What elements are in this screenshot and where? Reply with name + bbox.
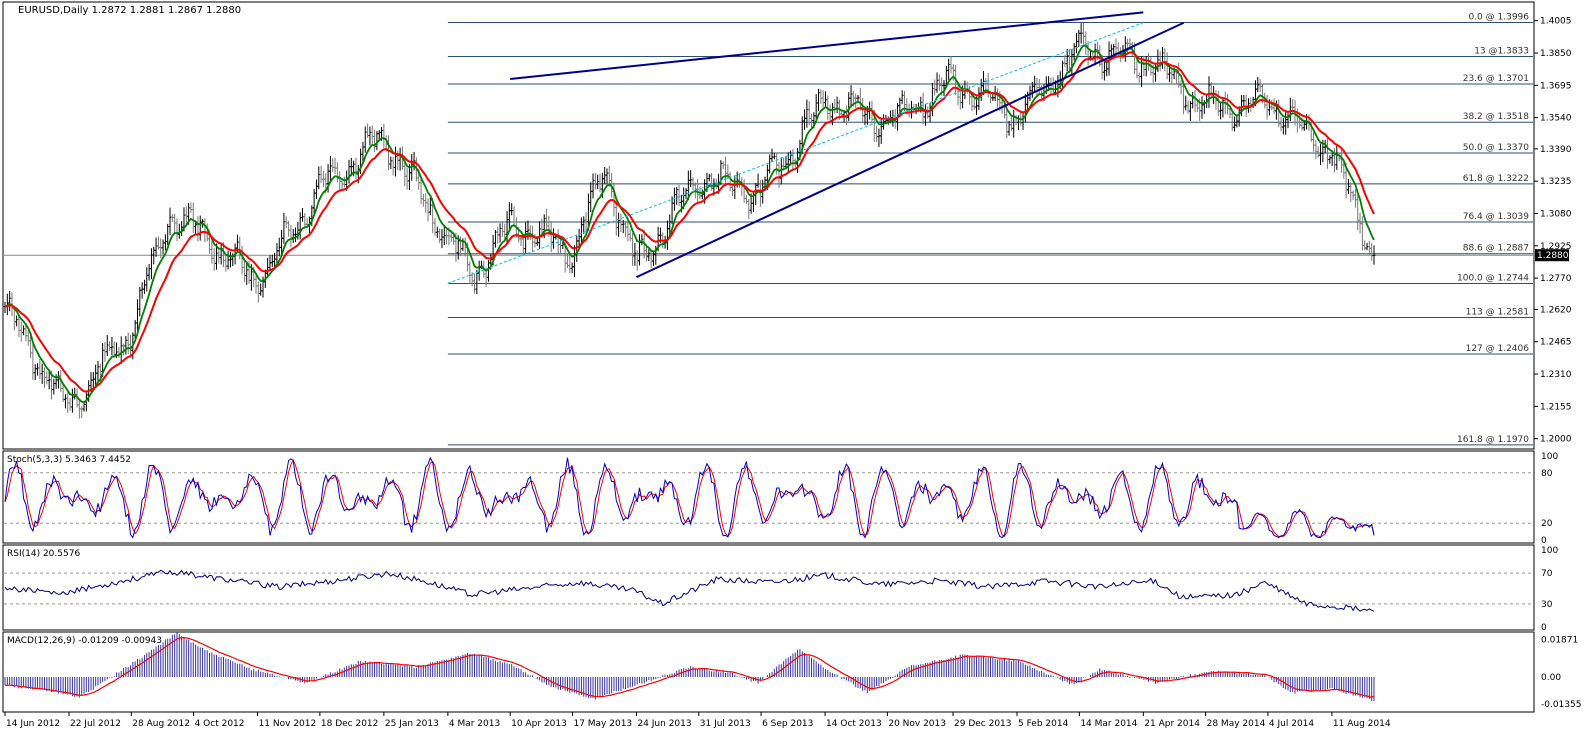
time-tick-label-4: 11 Nov 2012 — [259, 719, 317, 729]
rsi-tick-label-3: 0 — [1541, 623, 1547, 633]
fib-label-8: 100.0 @ 1.2744 — [1457, 274, 1529, 284]
current-price-tag — [1535, 249, 1569, 262]
fib-label-6: 76.4 @ 1.3039 — [1463, 212, 1530, 222]
rsi-tick-label-2: 30 — [1541, 600, 1553, 610]
time-tick-label-18: 21 Apr 2014 — [1144, 719, 1200, 729]
fib-label-3: 38.2 @ 1.3518 — [1463, 112, 1530, 122]
price-tick-label-3: 1.3540 — [1540, 114, 1572, 124]
price-tick-label-6: 1.3080 — [1540, 210, 1572, 220]
rsi-line — [4, 569, 1375, 612]
current-price-label: 1.2880 — [1537, 251, 1569, 261]
macd-signal-line — [4, 637, 1375, 699]
fib-label-9: 113 @ 1.2581 — [1466, 308, 1529, 318]
stoch-tick-label-3: 0 — [1541, 536, 1547, 546]
stoch-k-line — [4, 456, 1375, 539]
price-tick-label-5: 1.3235 — [1540, 177, 1572, 187]
price-header: EURUSD,Daily 1.2872 1.2881 1.2867 1.2880 — [18, 5, 241, 16]
time-tick-label-7: 4 Mar 2013 — [449, 719, 500, 729]
time-tick-label-15: 29 Dec 2013 — [954, 719, 1012, 729]
rsi-indicator: 100 70 30 0 — [4, 546, 1558, 633]
fib-label-4: 50.0 @ 1.3370 — [1463, 143, 1530, 153]
macd-tick-label-1: 0.00 — [1541, 673, 1561, 683]
trendline-1 — [636, 21, 1185, 279]
time-tick-label-14: 20 Nov 2013 — [888, 719, 946, 729]
time-tick-label-11: 31 Jul 2013 — [700, 719, 751, 729]
price-tick-label-9: 1.2620 — [1540, 305, 1572, 315]
price-tick-label-11: 1.2310 — [1540, 370, 1572, 380]
time-tick-label-5: 18 Dec 2012 — [321, 719, 379, 729]
time-tick-label-21: 11 Aug 2014 — [1333, 719, 1391, 729]
stochastic-oscillator: 100 80 20 0 — [4, 452, 1558, 546]
stoch-tick-label-0: 100 — [1541, 452, 1558, 462]
time-tick-label-19: 28 May 2014 — [1207, 719, 1266, 729]
price-tick-label-4: 1.3390 — [1540, 145, 1572, 155]
price-tick-label-10: 1.2465 — [1540, 338, 1572, 348]
time-tick-label-6: 25 Jan 2013 — [385, 719, 439, 729]
fib-label-0: 0.0 @ 1.3996 — [1468, 13, 1529, 23]
fib-label-2: 23.6 @ 1.3701 — [1463, 74, 1529, 84]
trendline-2 — [447, 22, 1144, 284]
rsi-tick-label-0: 100 — [1541, 546, 1558, 556]
macd-indicator: 0.01871 0.00 -0.01355 — [4, 632, 1581, 710]
fib-label-1: 13 @1.3833 — [1474, 47, 1529, 57]
trendlines — [447, 11, 1185, 284]
rsi-header: RSI(14) 20.5576 — [7, 549, 80, 559]
price-tick-label-13: 1.2000 — [1540, 435, 1572, 445]
stoch-tick-label-1: 80 — [1541, 469, 1553, 479]
time-tick-label-16: 5 Feb 2014 — [1018, 719, 1069, 729]
time-tick-label-9: 17 May 2013 — [573, 719, 632, 729]
time-tick-label-1: 22 Jul 2012 — [70, 719, 121, 729]
price-tick-label-12: 1.2155 — [1540, 402, 1572, 412]
fast-ma-line — [4, 44, 1375, 404]
time-tick-label-2: 28 Aug 2012 — [132, 719, 190, 729]
trendline-0 — [510, 11, 1144, 81]
time-tick-label-12: 6 Sep 2013 — [762, 719, 813, 729]
price-tick-label-8: 1.2770 — [1540, 274, 1572, 284]
fib-label-10: 127 @ 1.2406 — [1466, 344, 1530, 354]
rsi-tick-label-1: 70 — [1541, 569, 1553, 579]
time-tick-label-8: 10 Apr 2013 — [511, 719, 567, 729]
rsi-panel — [2, 544, 1535, 631]
macd-tick-label-0: 0.01871 — [1541, 636, 1578, 646]
fib-label-5: 61.8 @ 1.3222 — [1463, 174, 1529, 184]
time-tick-label-17: 14 Mar 2014 — [1080, 719, 1137, 729]
price-panel — [2, 1, 1535, 450]
price-tick-label-2: 1.3695 — [1540, 81, 1572, 91]
time-tick-label-3: 4 Oct 2012 — [195, 719, 245, 729]
time-tick-label-10: 24 Jun 2013 — [637, 719, 691, 729]
stoch-tick-label-2: 20 — [1541, 519, 1553, 529]
time-tick-label-0: 14 Jun 2012 — [6, 719, 60, 729]
stoch-panel — [2, 450, 1535, 544]
time-tick-label-20: 4 Jul 2014 — [1269, 719, 1314, 729]
time-axis: 14 Jun 2012 22 Jul 2012 28 Aug 2012 4 Oct 2… — [4, 712, 1391, 729]
macd-tick-label-2: -0.01355 — [1541, 700, 1581, 710]
stoch-header: Stoch(5,3,3) 5.3463 7.4452 — [7, 455, 131, 465]
price-tick-label-0: 1.4005 — [1540, 17, 1572, 27]
moving-averages — [4, 44, 1375, 404]
slow-ma-line — [4, 51, 1375, 393]
macd-header: MACD(12,26,9) -0.01209 -0.00943 — [7, 636, 162, 646]
fib-label-7: 88.6 @ 1.2887 — [1463, 244, 1529, 254]
price-axis: 1.4005 1.3850 1.3695 1.3540 1.3390 1.3235 1.30… — [1534, 17, 1572, 445]
fib-label-11: 161.8 @ 1.1970 — [1457, 435, 1529, 445]
price-tick-label-1: 1.3850 — [1540, 49, 1572, 59]
time-tick-label-13: 14 Oct 2013 — [826, 719, 882, 729]
price-tick-label-7: 1.2925 — [1540, 242, 1572, 252]
